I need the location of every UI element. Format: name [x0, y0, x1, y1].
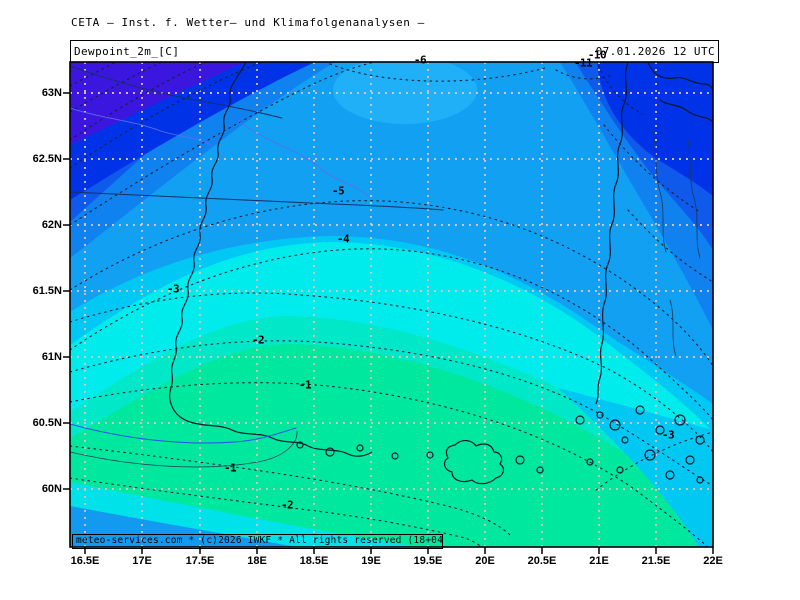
wedge-band-blue — [558, 388, 713, 547]
sweden-coast — [168, 62, 373, 457]
band-med-blue — [70, 62, 713, 330]
finland-bays — [647, 62, 713, 93]
lon-axis-label: 18E — [247, 555, 267, 567]
copyright-notice: meteo-services.com * (c)2026 IWKF * All … — [72, 534, 443, 549]
product-name: Dewpoint_2m_[C] — [74, 45, 180, 58]
lat-axis-label: 62.5N — [32, 153, 62, 165]
map-fill-layers — [70, 62, 713, 547]
lat-axis-label: 60.5N — [32, 417, 62, 429]
lon-axis-label: 18.5E — [299, 555, 329, 567]
lat-axis-label: 62N — [41, 219, 62, 231]
contour-label: -11 — [573, 56, 593, 70]
archipelago-islets — [296, 405, 705, 484]
lon-axis-label: 20.5E — [527, 555, 557, 567]
contour-label: -1 — [223, 461, 237, 475]
light-patch-minus6 — [333, 62, 477, 124]
contour-lines — [70, 62, 713, 547]
contour-label: -5 — [331, 184, 345, 198]
lat-axis-label: 60N — [41, 483, 62, 495]
contour-label: -2 — [251, 333, 265, 347]
valid-datetime: 07.01.2026 12 UTC — [595, 45, 715, 58]
lon-axis-label: 22E — [703, 555, 723, 567]
contour-label: -10 — [587, 48, 607, 62]
lat-axis-label: 61.5N — [32, 285, 62, 297]
map-frame — [69, 61, 714, 548]
lon-axis-label: 21.5E — [641, 555, 671, 567]
contour-label: -4 — [336, 232, 350, 246]
axis-ticks — [63, 92, 714, 554]
rivers-and-lakes — [70, 65, 701, 468]
coastlines — [168, 62, 713, 485]
corner-band-blue — [70, 506, 297, 547]
lat-axis-label: 61N — [41, 351, 62, 363]
band-sky-blue — [70, 62, 713, 404]
chart-title: CETA – Inst. f. Wetter– und Klimafolgena… — [71, 16, 425, 29]
finland-bays-2 — [659, 99, 713, 123]
band-dark-blue-left — [70, 62, 315, 200]
aland-main-island — [443, 440, 505, 485]
lon-axis-label: 21E — [589, 555, 609, 567]
lon-axis-label: 19E — [361, 555, 381, 567]
lon-axis-label: 16.5E — [70, 555, 100, 567]
contour-label: -1 — [298, 378, 312, 392]
contour-label: -6 — [413, 53, 427, 67]
lon-axis-label: 20E — [475, 555, 495, 567]
lon-axis-label: 17E — [132, 555, 152, 567]
lon-axis-label: 17.5E — [185, 555, 215, 567]
contour-label: -2 — [280, 498, 294, 512]
lon-axis-label: 19.5E — [413, 555, 443, 567]
contour-label: -3 — [661, 428, 675, 442]
band-violet — [70, 62, 245, 145]
finland-coast — [595, 62, 629, 405]
contour-label: -3 — [166, 282, 180, 296]
lat-axis-label: 63N — [41, 87, 62, 99]
